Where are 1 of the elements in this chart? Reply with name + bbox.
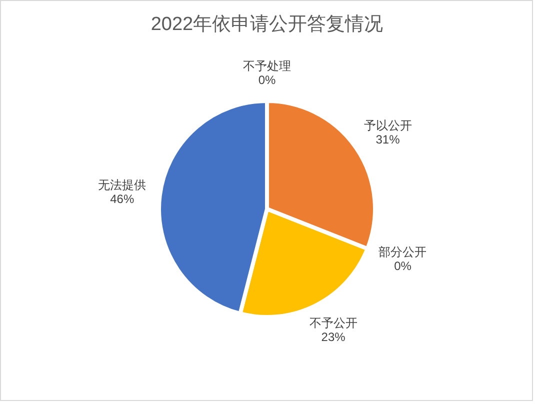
title: 2022年依申请公开答复情况 bbox=[150, 14, 384, 35]
